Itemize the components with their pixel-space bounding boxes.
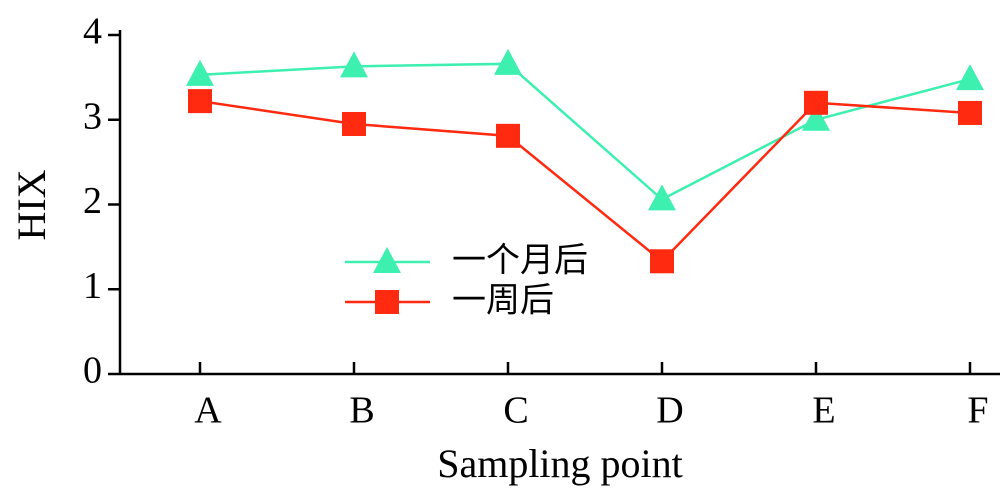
y-axis-title: HIX xyxy=(9,169,54,240)
marker xyxy=(650,249,674,274)
y-tick-label: 1 xyxy=(83,265,102,307)
marker xyxy=(496,123,520,148)
marker xyxy=(802,104,830,131)
y-tick-label: 3 xyxy=(83,95,102,137)
y-tick-label: 0 xyxy=(83,350,102,392)
marker xyxy=(340,51,368,78)
legend-label: 一个月后 xyxy=(452,241,588,281)
marker xyxy=(956,64,984,91)
marker xyxy=(342,111,366,136)
marker xyxy=(494,48,522,75)
legend-marker xyxy=(375,290,399,314)
marker xyxy=(648,184,676,211)
legend-marker xyxy=(373,247,401,273)
marker xyxy=(804,90,828,115)
x-tick-label: D xyxy=(656,390,683,432)
x-tick-label: F xyxy=(967,390,988,432)
marker xyxy=(958,100,982,125)
x-tick-label: A xyxy=(194,390,222,432)
x-tick-label: C xyxy=(503,390,528,432)
y-tick-label: 4 xyxy=(83,11,102,53)
marker xyxy=(188,89,212,114)
y-tick-label: 2 xyxy=(83,180,102,222)
x-tick-label: B xyxy=(349,390,374,432)
x-axis-title: Sampling point xyxy=(437,441,683,486)
series-line xyxy=(199,99,971,263)
x-tick-label: E xyxy=(812,390,835,432)
marker xyxy=(186,59,214,86)
series-line xyxy=(199,62,971,201)
legend-label: 一周后 xyxy=(452,281,554,321)
